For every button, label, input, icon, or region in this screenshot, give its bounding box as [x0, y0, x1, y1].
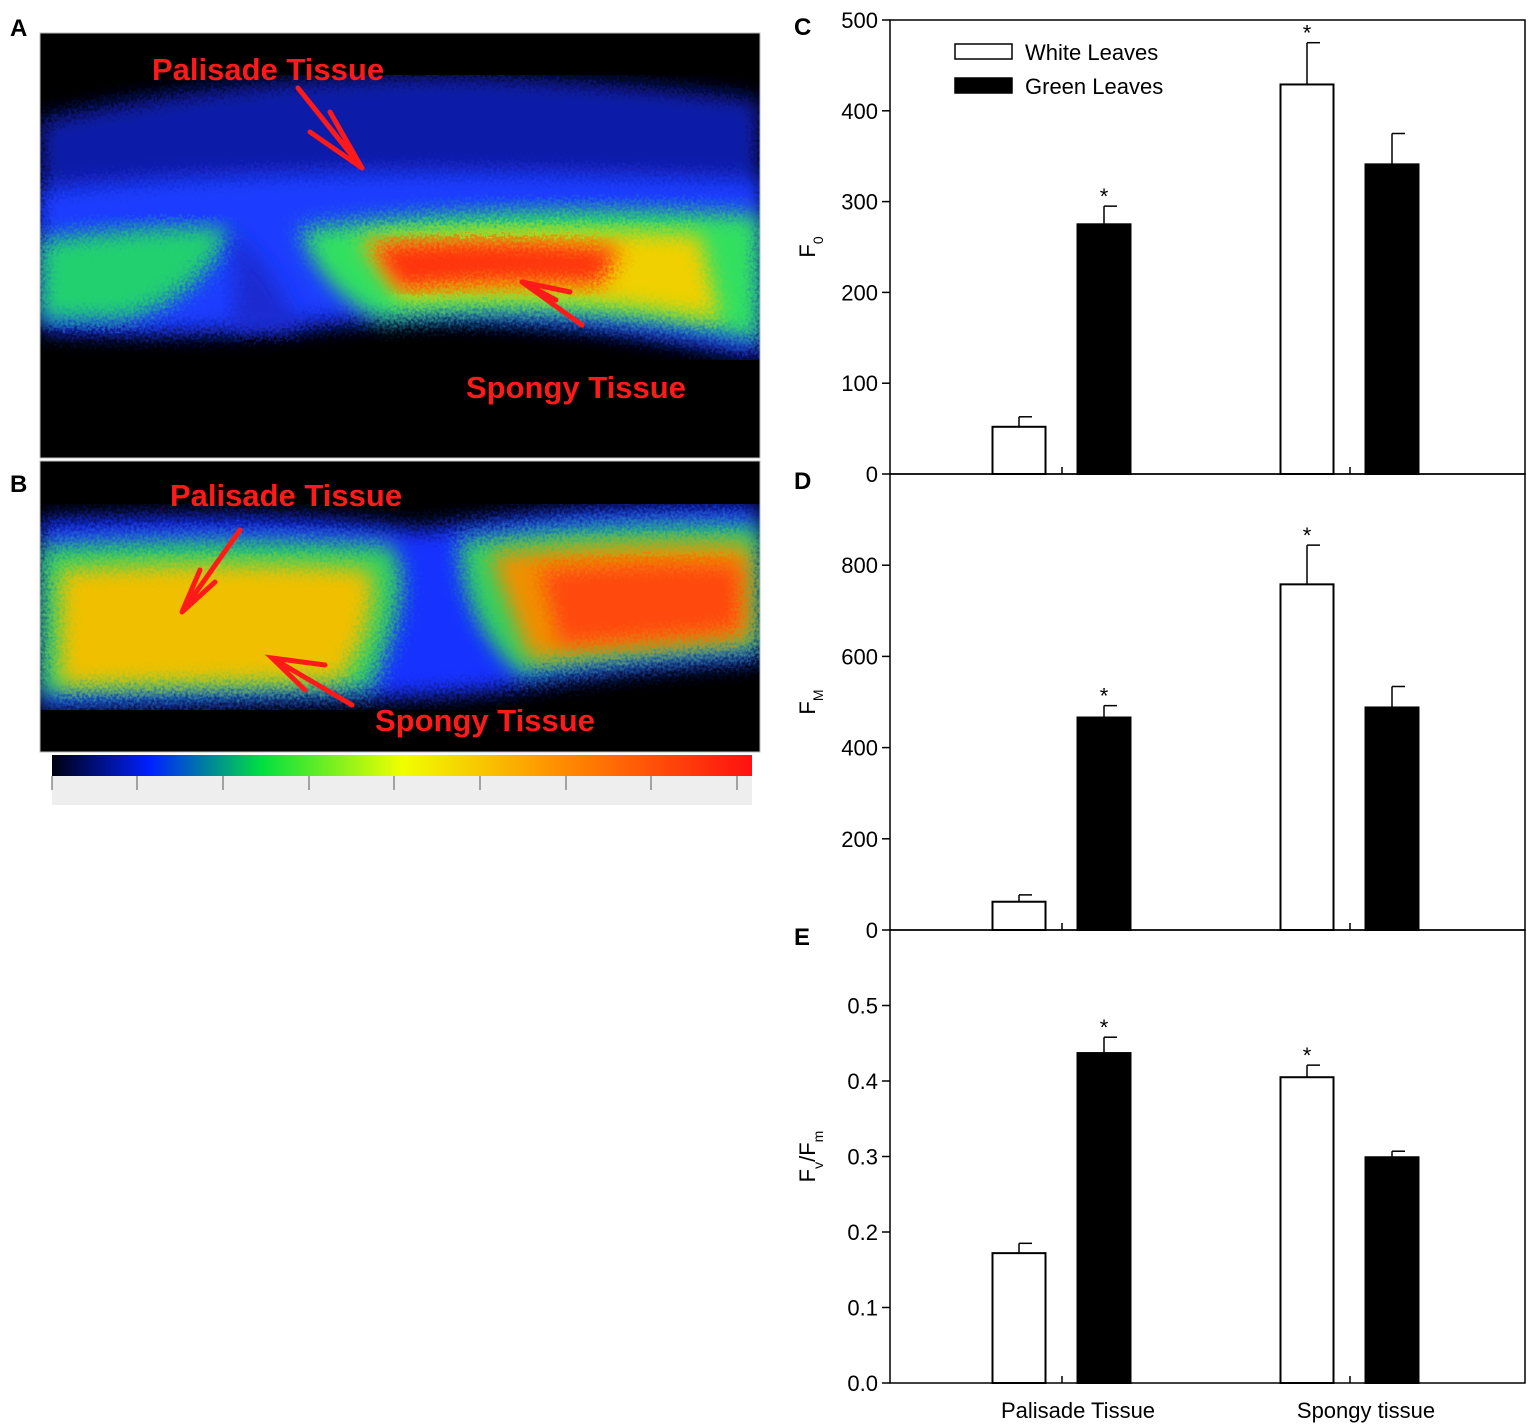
y-axis-label-part: F [795, 244, 820, 257]
y-tick-label: 100 [841, 371, 878, 396]
bar [1076, 1052, 1132, 1384]
significance-marker: * [1303, 523, 1312, 548]
annotation: Spongy Tissue [466, 370, 686, 405]
y-axis-label-part: M [810, 689, 826, 701]
annotation: Palisade Tissue [170, 478, 402, 513]
image-frame [39, 460, 761, 753]
plot-frame [889, 473, 1526, 931]
y-tick-label: 300 [841, 190, 878, 215]
y-tick-label: 500 [841, 8, 878, 33]
legend-swatch [954, 43, 1013, 60]
y-tick-label: 0 [866, 462, 878, 487]
bar [991, 425, 1047, 475]
legend-swatch [954, 77, 1013, 94]
bar [1076, 716, 1132, 932]
annotation: Spongy Tissue [375, 703, 595, 738]
bar [991, 900, 1047, 932]
y-axis-label-part: m [810, 1131, 826, 1143]
colorbar-scale [52, 776, 752, 805]
y-axis-label-part: F [795, 701, 820, 714]
y-tick-label: 0.4 [847, 1069, 878, 1094]
y-tick-label: 0 [866, 918, 878, 943]
y-axis-label-part: /F [795, 1142, 820, 1162]
image-frame [39, 32, 761, 459]
significance-marker: * [1100, 684, 1109, 709]
significance-marker: * [1303, 21, 1312, 46]
panel-label: B [10, 471, 27, 498]
y-tick-label: 400 [841, 99, 878, 124]
annotation: Palisade Tissue [152, 52, 384, 87]
bar [1279, 1076, 1335, 1384]
significance-marker: * [1100, 1015, 1109, 1040]
y-tick-label: 400 [841, 736, 878, 761]
plot-frame [889, 929, 1526, 1384]
y-tick-label: 800 [841, 553, 878, 578]
y-tick-label: 0.3 [847, 1145, 878, 1170]
y-axis-label-part: v [810, 1162, 826, 1169]
x-tick-label: Palisade Tissue [1001, 1398, 1155, 1423]
image-a [40, 33, 760, 458]
y-axis-label: Fv/Fm [795, 1131, 826, 1183]
panel-label: A [10, 15, 27, 42]
y-tick-label: 200 [841, 827, 878, 852]
bar [1279, 83, 1335, 476]
y-tick-label: 0.5 [847, 994, 878, 1019]
y-axis-label: F0 [795, 236, 826, 257]
bar [991, 1252, 1047, 1385]
legend-label: White Leaves [1025, 40, 1158, 65]
y-axis-label-part: F [795, 1169, 820, 1182]
x-tick-label: Spongy tissue [1297, 1398, 1435, 1423]
bar [1364, 163, 1420, 475]
y-tick-label: 0.2 [847, 1220, 878, 1245]
y-axis-label: FM [795, 689, 826, 714]
significance-marker: * [1303, 1043, 1312, 1068]
y-axis-label-part: 0 [810, 236, 826, 244]
bar [1076, 223, 1132, 475]
y-tick-label: 0.1 [847, 1296, 878, 1321]
bar [1279, 583, 1335, 931]
y-tick-label: 200 [841, 280, 878, 305]
panel-label: D [794, 468, 811, 495]
bar [1364, 1156, 1420, 1384]
legend-label: Green Leaves [1025, 74, 1163, 99]
arrows [179, 85, 585, 708]
panel-label: E [794, 924, 810, 951]
y-tick-label: 600 [841, 644, 878, 669]
bar [1364, 706, 1420, 931]
y-tick-label: 0.0 [847, 1371, 878, 1396]
colorbar-ticks [51, 776, 738, 790]
colorbar [52, 755, 752, 776]
significance-marker: * [1100, 184, 1109, 209]
panel-label: C [794, 14, 811, 41]
